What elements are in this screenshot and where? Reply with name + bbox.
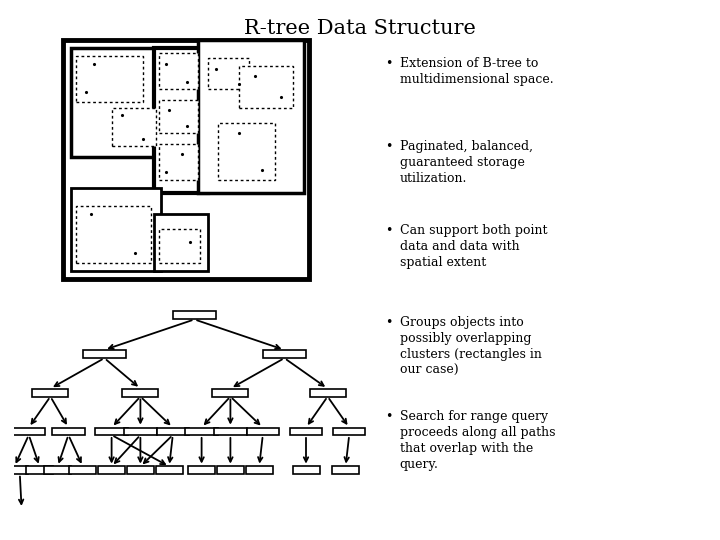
Bar	[127, 467, 154, 474]
Text: Extension of B-tree to
multidimensional space.: Extension of B-tree to multidimensional …	[400, 57, 553, 86]
Bar	[153, 48, 208, 193]
Bar	[158, 100, 197, 133]
Bar	[26, 467, 53, 474]
Bar	[157, 428, 189, 435]
Bar	[208, 58, 249, 90]
Bar	[32, 389, 68, 397]
Bar	[217, 467, 244, 474]
Bar	[71, 188, 161, 271]
Bar	[158, 53, 197, 90]
Text: Groups objects into
possibly overlapping
clusters (rectangles in
our case): Groups objects into possibly overlapping…	[400, 316, 541, 377]
Bar	[76, 206, 151, 263]
Bar	[71, 48, 182, 157]
Text: Can support both point
data and data with
spatial extent: Can support both point data and data wit…	[400, 224, 547, 269]
Bar	[125, 428, 157, 435]
Text: •: •	[385, 140, 392, 153]
Bar	[263, 350, 306, 358]
Bar	[158, 230, 200, 263]
Bar	[215, 428, 247, 435]
Bar	[197, 40, 304, 193]
Text: Paginated, balanced,
guaranteed storage
utilization.: Paginated, balanced, guaranteed storage …	[400, 140, 533, 185]
Bar	[310, 389, 346, 397]
Bar	[96, 428, 128, 435]
Bar	[332, 467, 359, 474]
Bar	[158, 144, 197, 180]
Bar	[156, 467, 183, 474]
Bar	[289, 428, 323, 435]
Bar	[247, 428, 279, 435]
Bar	[44, 467, 71, 474]
Bar	[112, 107, 156, 146]
Text: •: •	[385, 224, 392, 237]
Bar	[188, 467, 215, 474]
Text: R-tree Data Structure: R-tree Data Structure	[244, 19, 476, 38]
Bar	[53, 428, 85, 435]
Bar	[239, 66, 294, 107]
Bar	[292, 467, 320, 474]
Text: •: •	[385, 410, 392, 423]
Bar	[69, 467, 96, 474]
Bar	[13, 428, 45, 435]
Bar	[173, 311, 216, 320]
Text: •: •	[385, 316, 392, 329]
Bar	[76, 56, 143, 103]
Bar	[1, 467, 28, 474]
Bar	[153, 214, 208, 271]
Bar	[218, 123, 275, 180]
Bar	[122, 389, 158, 397]
Bar	[98, 467, 125, 474]
Bar	[333, 428, 366, 435]
Text: •: •	[385, 57, 392, 70]
Text: Search for range query
proceeds along all paths
that overlap with the
query.: Search for range query proceeds along al…	[400, 410, 555, 471]
Bar	[186, 428, 218, 435]
Bar	[212, 389, 248, 397]
Bar	[246, 467, 273, 474]
Bar	[83, 350, 126, 358]
